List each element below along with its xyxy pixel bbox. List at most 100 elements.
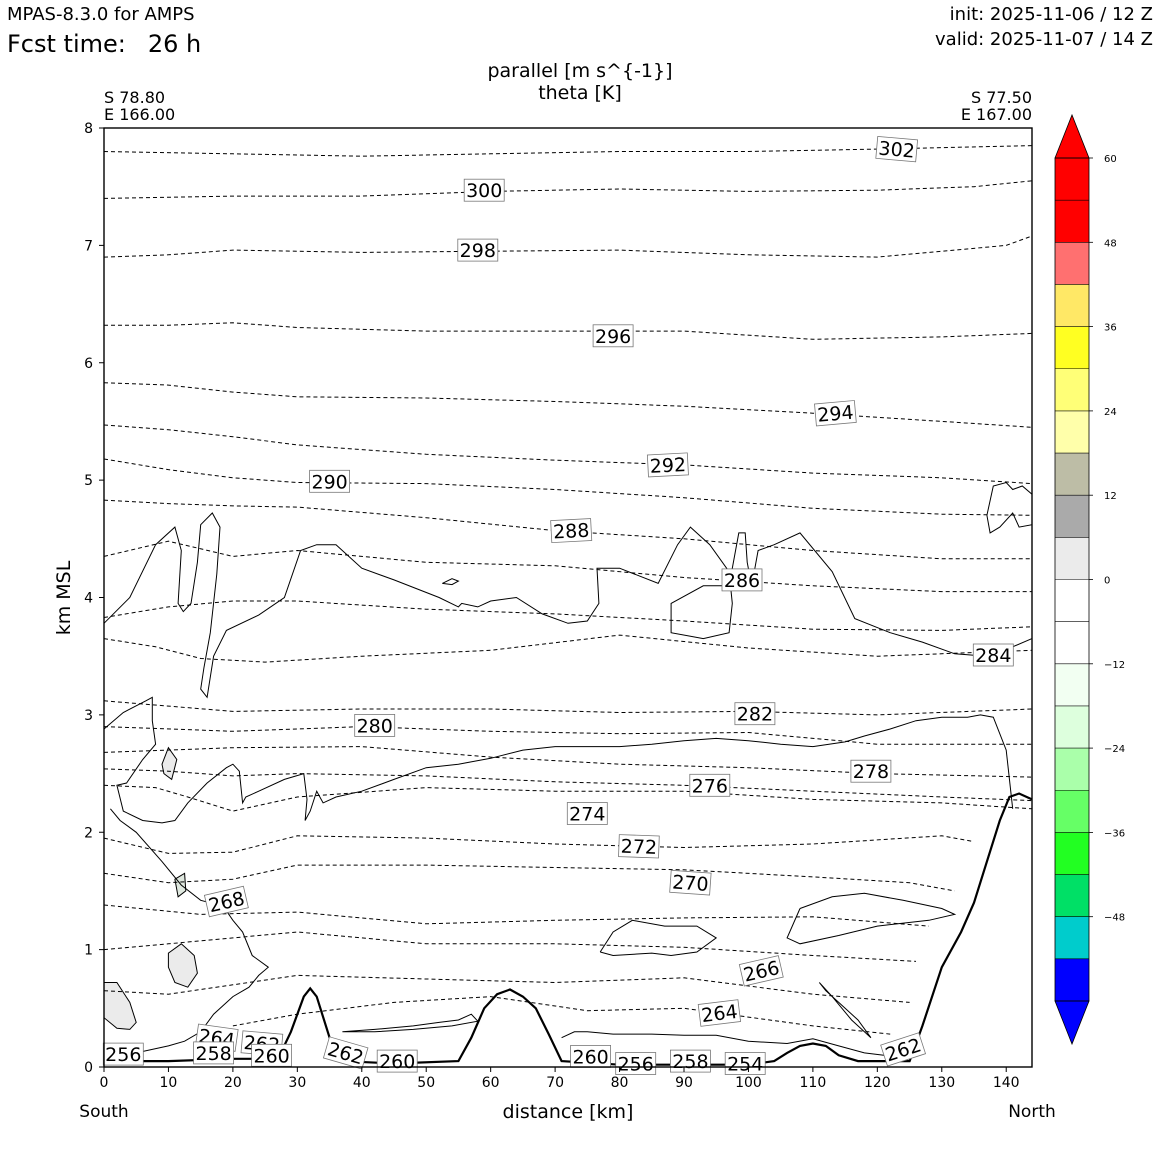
parallel-wind-fills: [103, 746, 198, 1030]
wind-fill-region-1: [167, 943, 198, 988]
theta-contour-274: [103, 835, 975, 854]
forecast-time-value: 26 h: [147, 30, 202, 58]
colorbar-segment: [1055, 958, 1089, 1001]
chart-title: parallel [m s^{-1}]: [487, 60, 673, 82]
theta-label-text: 278: [853, 761, 889, 783]
end-lat: S 77.50: [971, 88, 1032, 107]
theta-contour-285: [103, 600, 1033, 631]
theta-label-box: [354, 714, 396, 737]
theta-label-text: 290: [311, 471, 347, 493]
theta-label-text: 282: [737, 704, 773, 726]
colorbar-segment: [1055, 790, 1089, 833]
theta-label-300: 300: [463, 178, 505, 202]
theta-label-box: [463, 178, 505, 202]
theta-label-264: 264: [697, 999, 742, 1027]
theta-label-text: 262: [883, 1034, 924, 1066]
theta-contour-labels: 302 300 298 296 294 292 290 288 286 284 282 280 278 2…: [102, 135, 1014, 1076]
theta-label-254: 254: [724, 1052, 766, 1076]
theta-label-262: 262: [880, 1032, 927, 1067]
theta-label-text: 296: [595, 326, 631, 348]
theta-label-290: 290: [309, 469, 351, 493]
colorbar-tick-label: 60: [1104, 154, 1117, 165]
theta-label-box: [669, 869, 712, 896]
y-axis-label: km MSL: [53, 560, 75, 635]
valid-time: valid: 2025-11-07 / 14 Z: [935, 29, 1153, 50]
theta-label-text: 258: [195, 1043, 231, 1065]
theta-label-288: 288: [550, 518, 593, 544]
theta-label-270: 270: [669, 869, 712, 896]
theta-label-text: 284: [975, 645, 1011, 667]
x-tick-label: 140: [993, 1075, 1020, 1091]
theta-label-text: 268: [206, 888, 246, 918]
colorbar-segment: [1055, 495, 1089, 538]
theta-label-260: 260: [570, 1045, 611, 1068]
theta-label-text: 300: [466, 180, 502, 202]
theta-label-text: 258: [672, 1051, 708, 1073]
theta-label-box: [322, 1036, 369, 1070]
theta-label-262: 262: [322, 1036, 369, 1070]
theta-label-text: 302: [878, 138, 916, 163]
y-tick-label: 2: [84, 825, 93, 841]
colorbar-segment: [1055, 200, 1089, 243]
colorbar-segment: [1055, 874, 1089, 917]
theta-label-258: 258: [670, 1049, 711, 1073]
wind-fill-region-0: [103, 982, 137, 1030]
theta-label-256: 256: [615, 1052, 657, 1076]
colorbar-segment: [1055, 410, 1089, 454]
colorbar-segment: [1055, 832, 1089, 875]
parallel-zero-contours: [103, 481, 1033, 1062]
theta-label-258: 258: [193, 1041, 235, 1065]
parallel-wind-contour-2: [103, 808, 270, 1056]
end-lon: E 167.00: [961, 105, 1032, 124]
y-axis: 0 1 2 3 4 5 6 7 8: [84, 121, 104, 1076]
colorbar-segment: [1055, 453, 1089, 496]
theta-label-box: [203, 885, 249, 918]
theta-contours: [103, 145, 1033, 1035]
colorbar: 60 48 36 24 12 0 −12 −24 −36 −48: [1054, 113, 1125, 1046]
theta-label-296: 296: [592, 324, 634, 348]
theta-contour-279: [103, 746, 1033, 778]
y-tick-label: 1: [84, 943, 93, 959]
theta-label-294: 294: [814, 400, 857, 427]
theta-label-268: 268: [203, 885, 249, 918]
parallel-wind-contour-5: [599, 919, 718, 957]
colorbar-segment: [1055, 158, 1089, 201]
parallel-wind-contour-4: [561, 1031, 910, 1062]
theta-label-284: 284: [972, 643, 1014, 667]
theta-label-text: 274: [569, 804, 605, 826]
x-tick-label: 0: [100, 1075, 109, 1091]
theta-label-box: [880, 1032, 927, 1067]
theta-contour-276: [103, 784, 1033, 812]
theta-label-box: [875, 135, 919, 163]
colorbar-segment: [1055, 326, 1089, 369]
end-end-label: North: [1008, 1102, 1056, 1122]
start-lat: S 78.80: [104, 88, 165, 107]
y-tick-label: 3: [84, 708, 93, 724]
colorbar-tick-label: −48: [1104, 913, 1125, 924]
colorbar-segment: [1055, 663, 1089, 706]
parallel-wind-contour-3: [342, 1013, 479, 1033]
y-tick-label: 8: [84, 121, 93, 137]
colorbar-segment: [1055, 284, 1089, 327]
theta-contour-294: [103, 382, 1033, 428]
parallel-wind-contour-1: [103, 696, 1014, 824]
theta-contour-286: [103, 540, 1032, 593]
theta-label-text: 294: [816, 402, 854, 427]
theta-label-302: 302: [875, 135, 919, 163]
x-tick-label: 110: [800, 1075, 827, 1091]
theta-label-text: 260: [253, 1045, 289, 1067]
theta-contour-268: [103, 931, 917, 962]
theta-label-text: 272: [620, 836, 657, 859]
theta-label-text: 276: [692, 775, 728, 797]
theta-label-274: 274: [566, 802, 608, 826]
forecast-time: Fcst time: 26 h: [7, 32, 201, 56]
x-tick-label: 10: [160, 1075, 178, 1091]
parallel-wind-contour-6: [786, 892, 957, 945]
theta-label-text: 264: [700, 1001, 739, 1027]
theta-contour-282: [103, 700, 1033, 716]
colorbar-tick-label: 24: [1104, 407, 1117, 418]
x-tick-label: 50: [417, 1075, 435, 1091]
theta-contour-300: [103, 180, 1033, 199]
theta-label-box: [309, 469, 351, 493]
theta-contour-278: [103, 768, 1033, 802]
